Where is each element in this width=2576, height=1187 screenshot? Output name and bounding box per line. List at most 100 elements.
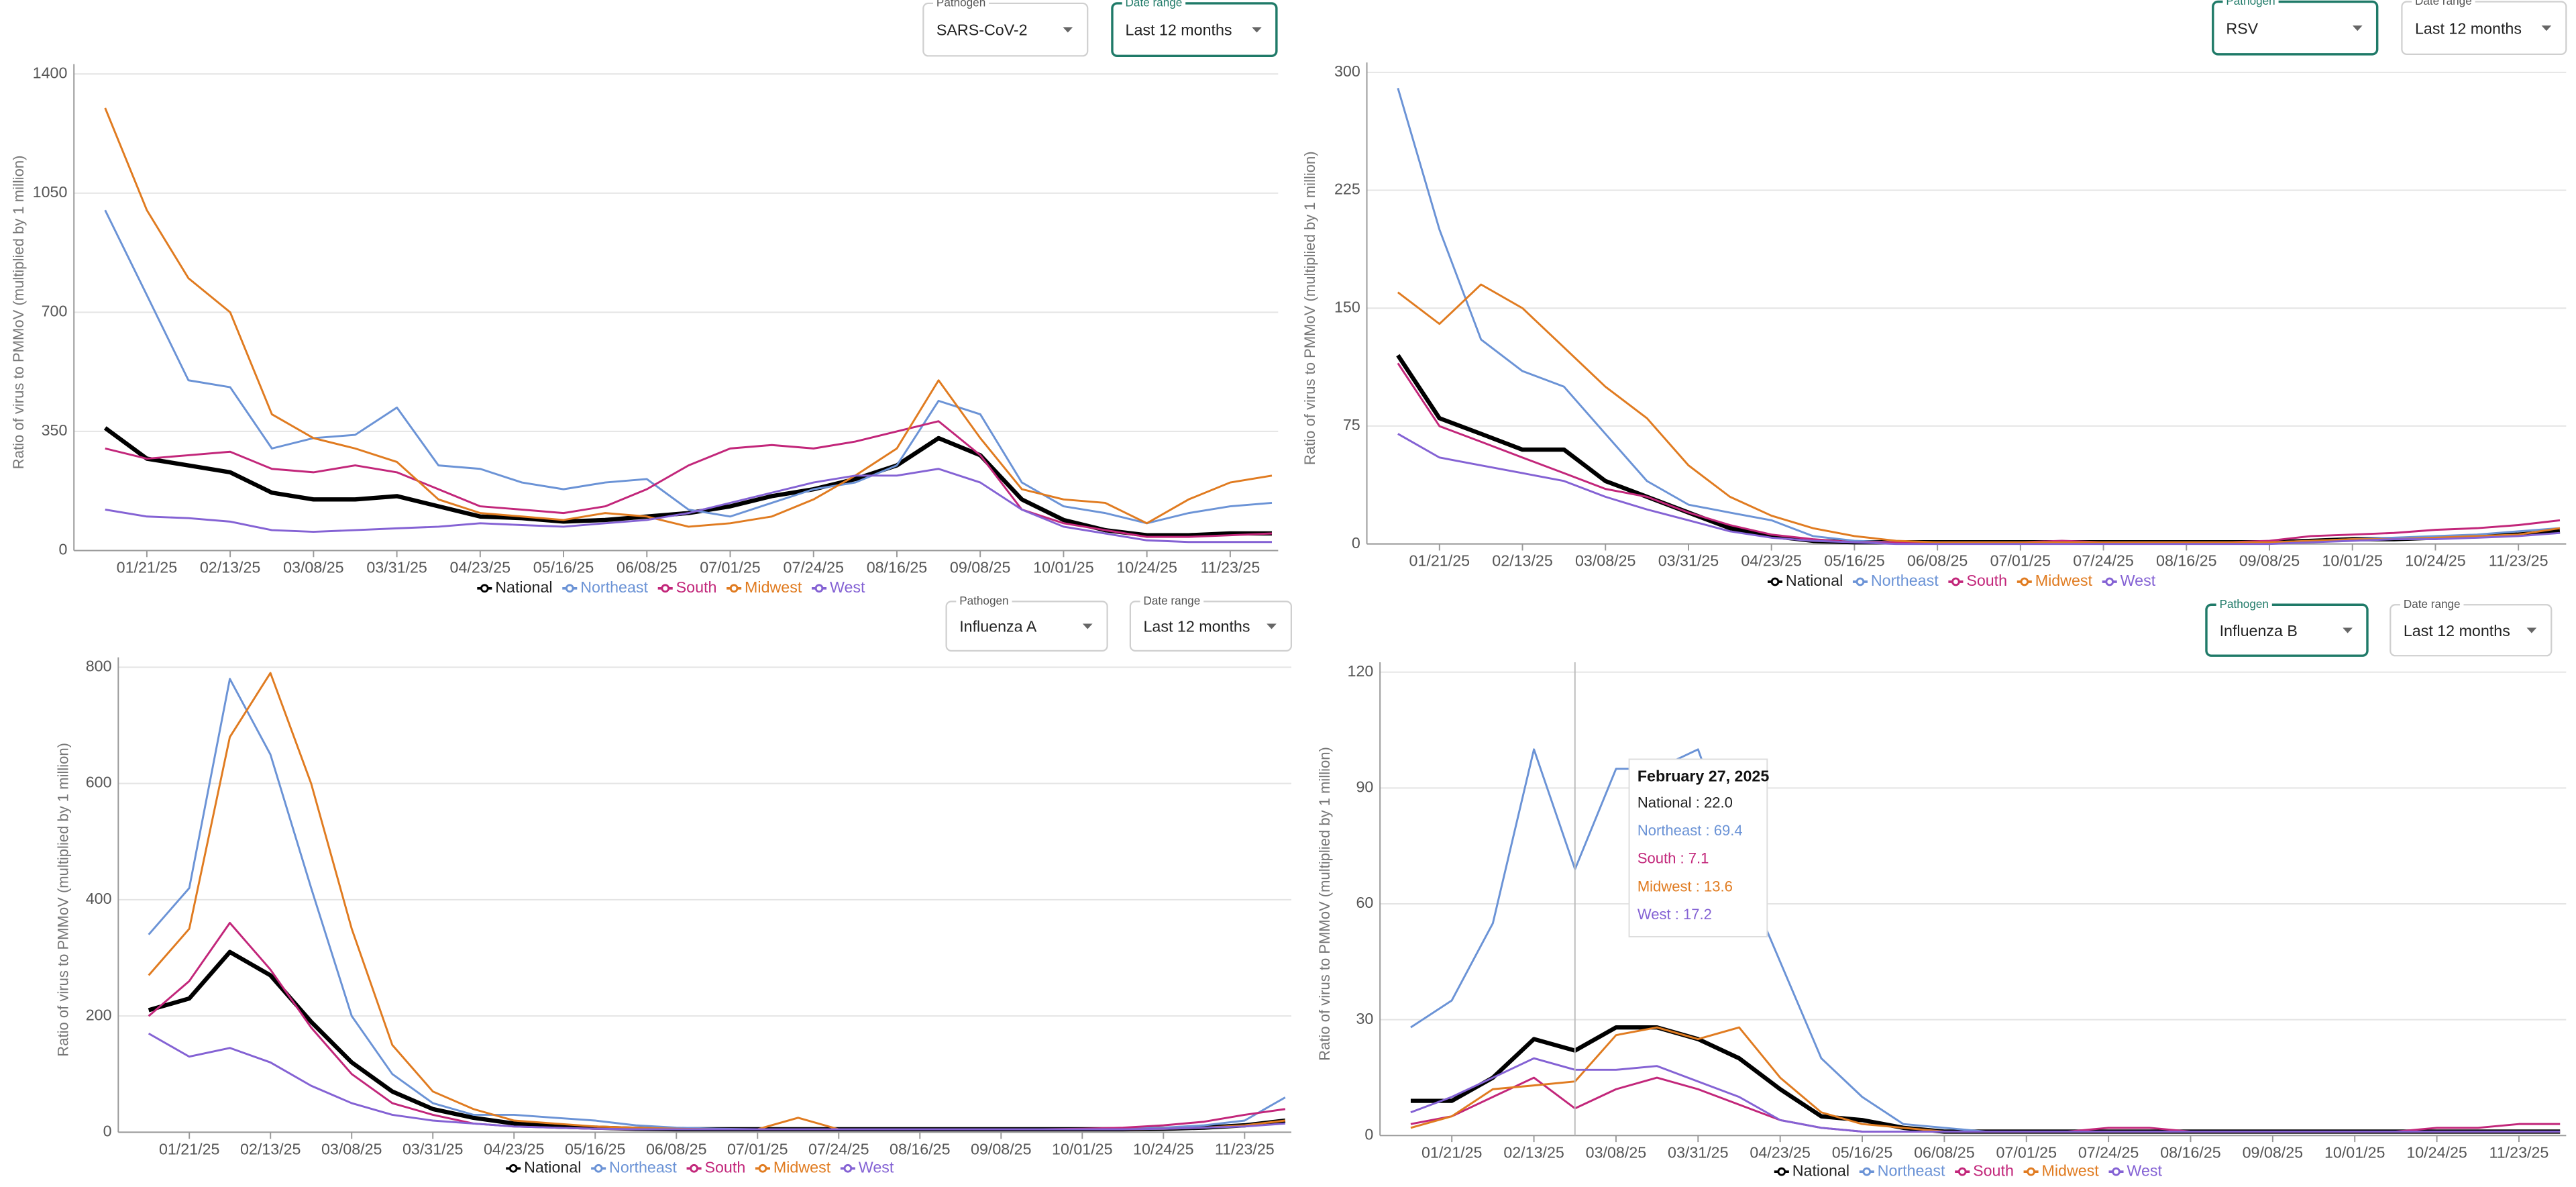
legend-label[interactable]: Midwest [2035, 572, 2093, 589]
dropdown[interactable]: Date range Last 12 months [2401, 0, 2567, 55]
legend-marker [480, 584, 489, 593]
x-tick-label: 01/21/25 [159, 1140, 220, 1157]
x-tick-label: 05/16/25 [533, 559, 594, 576]
x-tick-label: 10/24/25 [1116, 559, 1177, 576]
legend-label[interactable]: National [524, 1158, 581, 1176]
series-line [1410, 1057, 2561, 1133]
dropdown[interactable]: Date range Last 12 months [2390, 597, 2553, 657]
y-tick-label: 75 [1343, 416, 1360, 433]
x-tick-label: 10/01/25 [1033, 559, 1094, 576]
legend-marker [1770, 577, 1780, 586]
x-tick-label: 02/13/25 [240, 1140, 301, 1157]
dropdown-label-bg [2400, 601, 2464, 609]
series-line [1397, 362, 2561, 544]
tooltip-item: South : 7.1 [1638, 850, 1709, 867]
dropdown-label-bg [933, 0, 989, 7]
legend-label[interactable]: Northeast [1878, 1162, 1945, 1179]
legend-label[interactable]: Midwest [745, 578, 802, 596]
legend-label[interactable]: West [2121, 572, 2156, 589]
legend-label[interactable]: South [1966, 572, 2007, 589]
x-tick-label: 10/24/25 [2406, 1143, 2467, 1161]
y-axis-label: Ratio of virus to PMMoV (multiplied by 1… [54, 743, 71, 1057]
series-line [148, 672, 1286, 1131]
legend-label[interactable]: West [830, 578, 865, 596]
y-tick-label: 800 [86, 657, 112, 674]
dropdown[interactable]: Date range Last 12 months [1111, 0, 1278, 58]
tooltip-item: West : 17.2 [1638, 906, 1712, 923]
dropdown-box[interactable] [922, 2, 1089, 57]
x-tick-label: 03/31/25 [366, 559, 427, 576]
x-tick-label: 07/01/25 [700, 559, 761, 576]
series-line [105, 468, 1273, 544]
dropdown-arrow [1252, 27, 1262, 33]
legend-label[interactable]: Midwest [2042, 1162, 2100, 1179]
x-tick-label: 10/01/25 [2324, 1143, 2385, 1161]
x-tick-label: 06/08/25 [646, 1140, 707, 1157]
x-tick-label: 10/24/25 [1133, 1140, 1194, 1157]
legend-label[interactable]: Midwest [773, 1158, 831, 1176]
x-tick-label: 05/16/25 [565, 1140, 626, 1157]
x-tick-label: 09/08/25 [2239, 552, 2300, 570]
dropdown[interactable]: Pathogen Influenza B [2205, 597, 2369, 657]
series-line [1410, 748, 2561, 1133]
series-line [148, 949, 1286, 1132]
legend-marker [843, 1164, 853, 1173]
y-tick-label: 0 [103, 1123, 112, 1140]
dropdown[interactable]: Date range Last 12 months [1129, 594, 1292, 652]
chart-panel: 0 350 700 1050 1400 01/21/25 02/13/25 03/08/25 0… [10, 0, 1279, 596]
y-tick-label: 300 [1334, 62, 1360, 80]
dropdown-box[interactable] [1111, 2, 1278, 58]
legend-label[interactable]: National [495, 578, 552, 596]
x-tick-label: 03/31/25 [1668, 1143, 1729, 1161]
legend: National Northeast South Midwest West [1774, 1162, 2163, 1179]
y-tick-label: 30 [1356, 1010, 1373, 1027]
dropdown-label: Pathogen [2226, 0, 2275, 7]
tooltip-item: Midwest : 13.6 [1638, 878, 1733, 894]
chart-panel: 0 30 60 90 120 01/21/25 02/13/25 03/08/25 03/31/… [1316, 597, 2567, 1179]
y-tick-label: 400 [86, 890, 112, 907]
series-line [1410, 1026, 2561, 1133]
legend-label[interactable]: South [676, 578, 717, 596]
dropdown-label-bg [2222, 0, 2279, 5]
legend-label[interactable]: West [2127, 1162, 2162, 1179]
x-tick-label: 07/24/25 [783, 559, 844, 576]
dropdown[interactable]: Pathogen SARS-CoV-2 [922, 0, 1089, 57]
legend-label[interactable]: National [1786, 572, 1843, 589]
legend-label[interactable]: Northeast [609, 1158, 677, 1176]
dropdown-box[interactable] [2401, 1, 2567, 55]
tooltip-title: February 27, 2025 [1638, 768, 1770, 785]
dropdown-box[interactable] [945, 601, 1108, 652]
legend-label[interactable]: South [1973, 1162, 2014, 1179]
legend-label[interactable]: West [859, 1158, 894, 1176]
y-tick-label: 350 [42, 421, 68, 439]
legend-label[interactable]: Northeast [1871, 572, 1939, 589]
legend-marker [565, 584, 574, 593]
tooltip-box [1628, 758, 1768, 937]
legend-label[interactable]: National [1792, 1162, 1849, 1179]
series-line [1397, 433, 2561, 546]
legend-marker [508, 1164, 518, 1173]
x-tick-label: 11/23/25 [1215, 1140, 1275, 1157]
legend-marker [594, 1164, 603, 1173]
x-tick-label: 09/08/25 [971, 1140, 1032, 1157]
dropdown-label: Date range [1126, 0, 1183, 9]
dropdown-box[interactable] [1129, 601, 1292, 652]
dropdown[interactable]: Pathogen Influenza A [945, 594, 1108, 652]
x-tick-label: 07/24/25 [2078, 1143, 2139, 1161]
x-tick-label: 02/13/25 [1492, 552, 1553, 570]
legend-label[interactable]: South [705, 1158, 746, 1176]
y-axis-label: Ratio of virus to PMMoV (multiplied by 1… [1301, 151, 1318, 465]
x-tick-label: 03/08/25 [321, 1140, 382, 1157]
dropdown-box[interactable] [2212, 0, 2379, 56]
legend-label[interactable]: Northeast [580, 578, 648, 596]
dropdown-box[interactable] [2390, 604, 2553, 657]
series-line [1397, 87, 2561, 544]
dropdown[interactable]: Pathogen RSV [2212, 0, 2379, 56]
y-axis-label: Ratio of virus to PMMoV (multiplied by 1… [1316, 747, 1333, 1061]
dropdown-box[interactable] [2205, 603, 2369, 657]
dropdown-arrow [2541, 25, 2552, 32]
x-tick-label: 07/01/25 [727, 1140, 788, 1157]
legend-marker [2112, 1167, 2121, 1176]
